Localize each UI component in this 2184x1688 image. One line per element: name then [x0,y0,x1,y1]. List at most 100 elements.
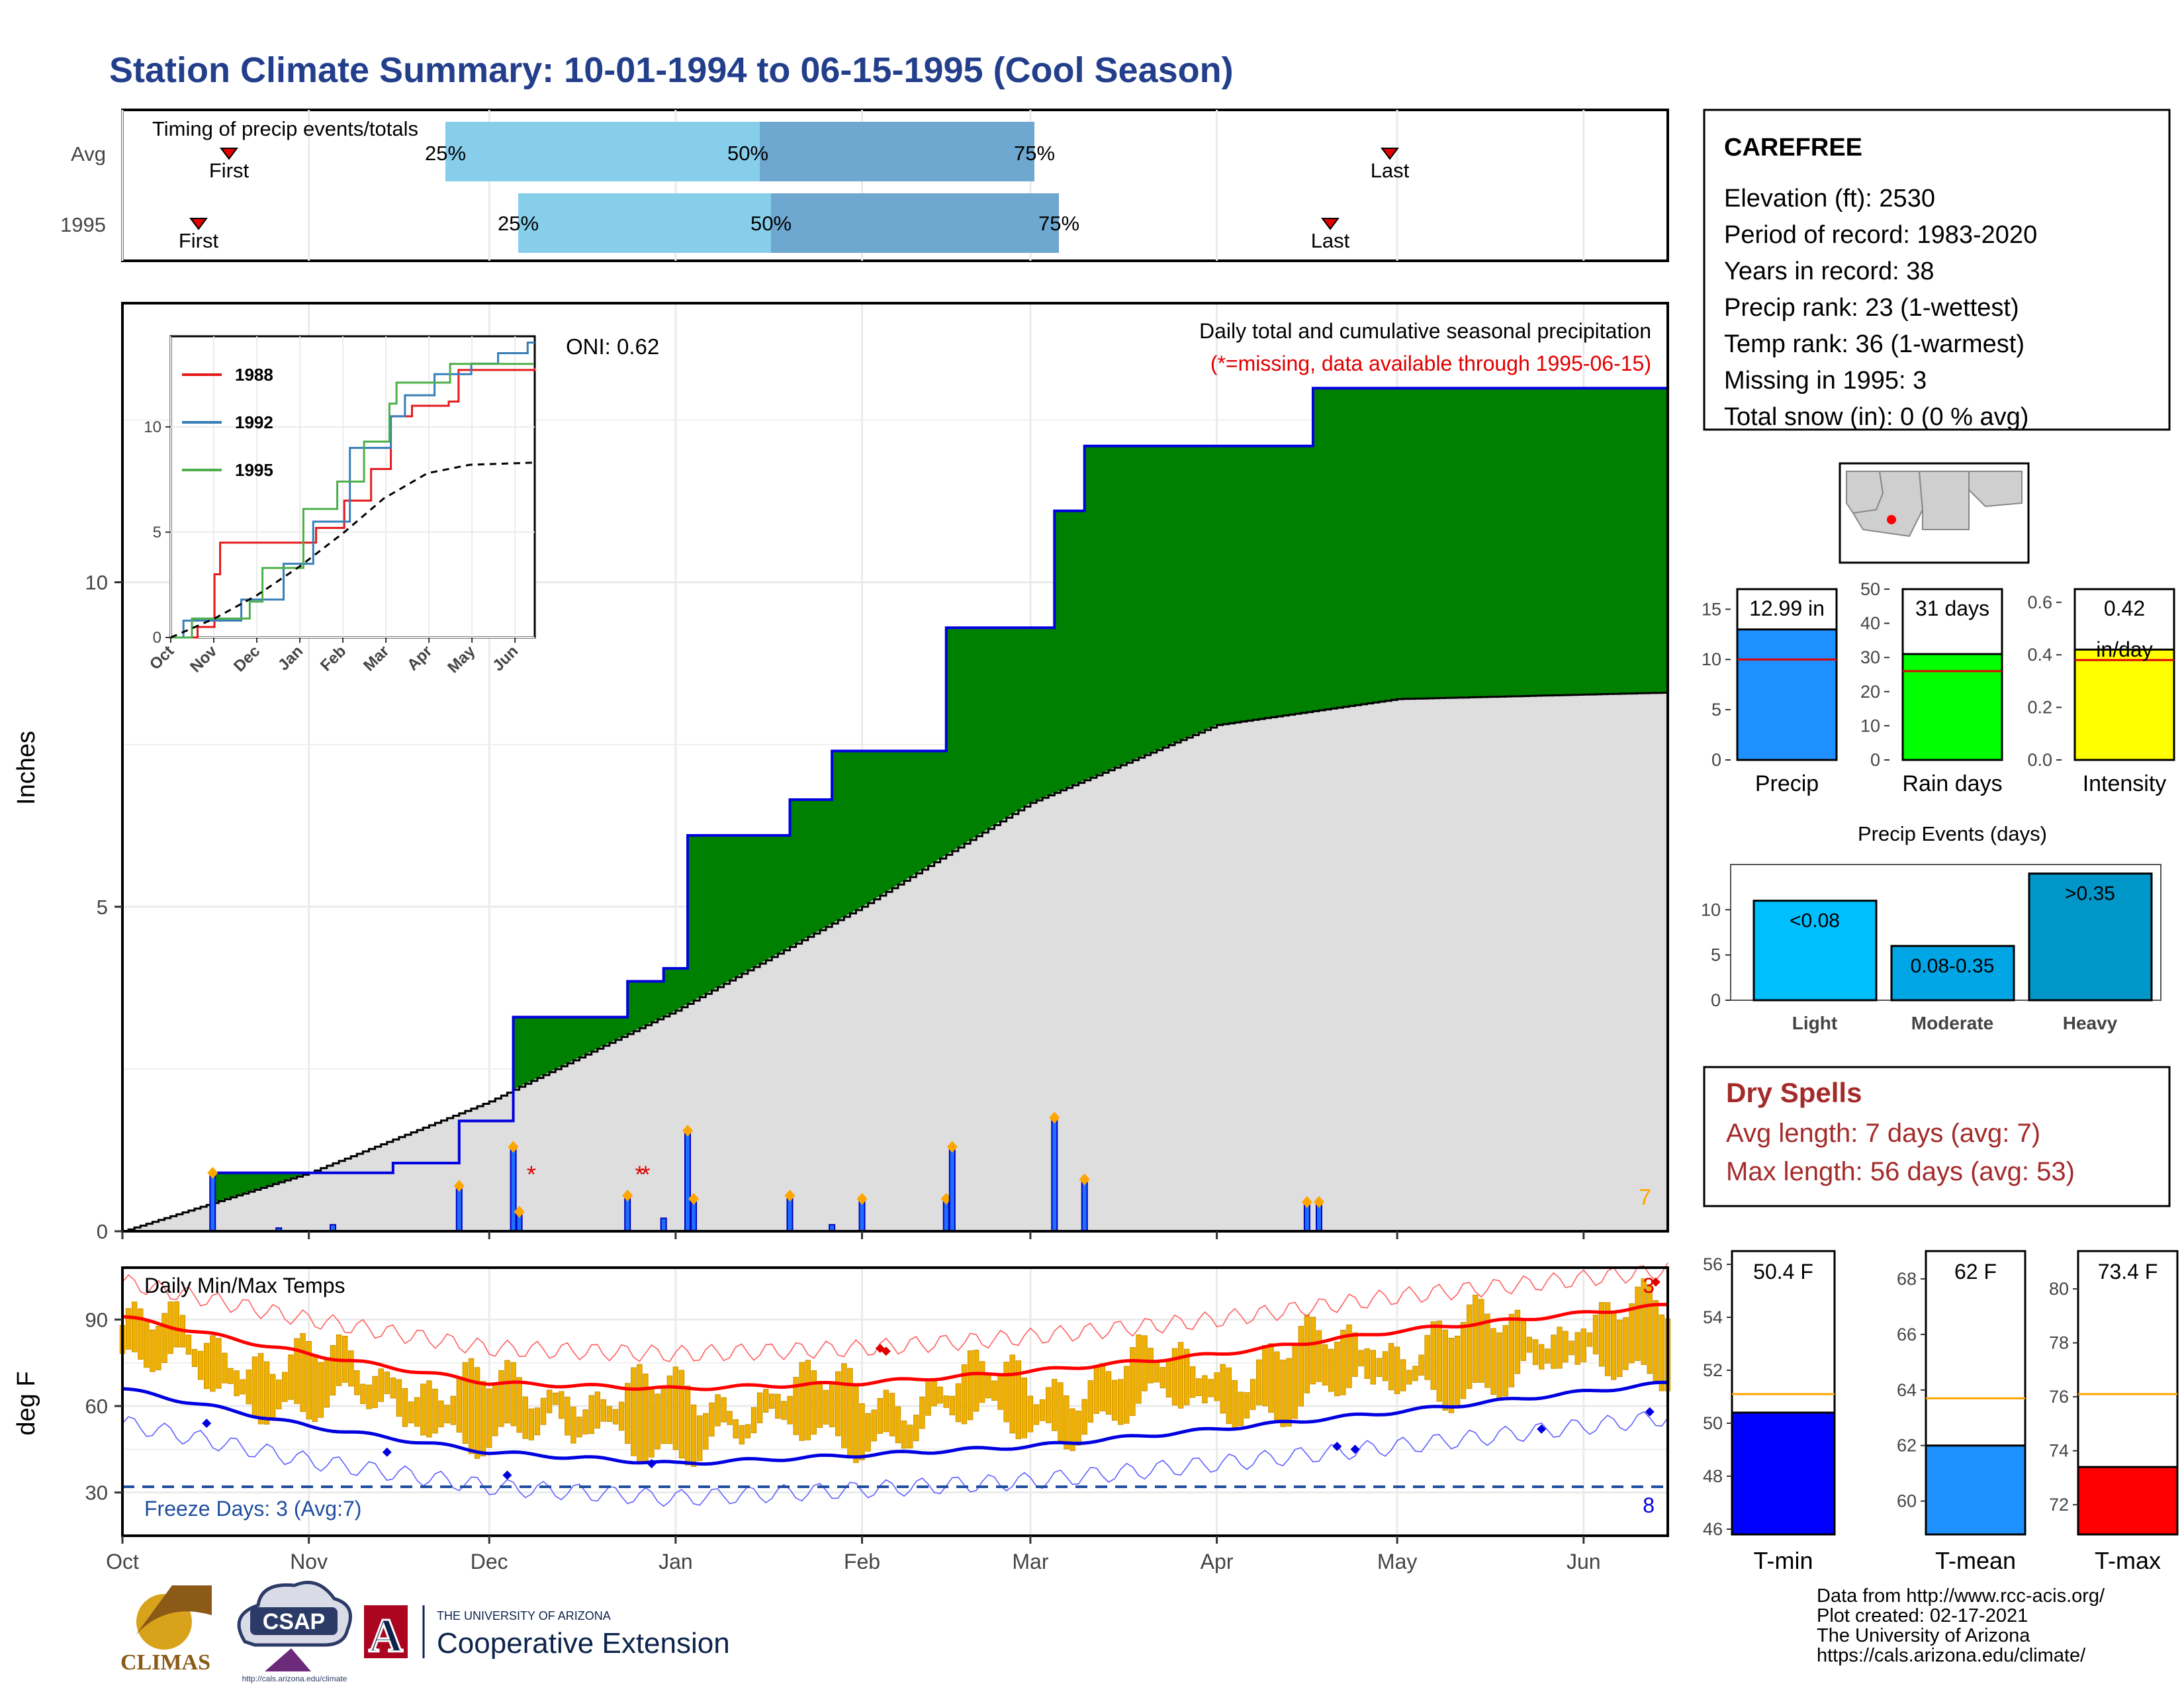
daily-temp-bar [257,1353,264,1425]
daily-temp-bar [1448,1338,1455,1413]
heavy-event-marker [1049,1111,1060,1124]
temp-extreme-markers [202,1277,1661,1480]
dry-spells: Dry Spells Avg length: 7 days (avg: 7) M… [1703,1066,2171,1207]
daily-temp-bar [161,1313,167,1363]
daily-temp-bar [396,1379,402,1417]
daily-precip-bar [455,1185,463,1233]
timing-label: Timing of precip events/totals [152,117,418,140]
daily-temp-bar [1154,1362,1160,1383]
daily-temp-bar [144,1321,150,1368]
daily-precip-bar [209,1172,216,1233]
daily-temp-bar [576,1417,582,1438]
temp-bar-tick-label: 78 [2049,1333,2069,1353]
y1995-p75-label: 75% [1038,212,1079,235]
month-label: Feb [844,1550,880,1573]
timing-row-1995-label: 1995 [60,213,106,236]
daily-temp-bar [197,1350,204,1380]
event-bar-light [1752,900,1878,1002]
ua-letter: A [369,1609,403,1662]
precip-ytick-label: 5 [97,896,108,919]
daily-temp-bar [907,1425,913,1449]
heavy-event-marker [784,1190,796,1202]
daily-temp-bar [1280,1360,1286,1427]
mini-bar-label: Precip [1755,771,1819,796]
temp-bar-tick-label: 48 [1703,1466,1723,1486]
daily-temp-bar [1598,1301,1605,1367]
daily-temp-bar [240,1379,246,1395]
temp-bar-tick-label: 80 [2049,1279,2069,1299]
daily-temp-bar [823,1389,829,1425]
station-elevation: Elevation (ft): 2530 [1724,185,1935,212]
daily-temp-bar [1286,1358,1292,1427]
mini-bar-2 [2073,648,2175,761]
daily-temp-bar [1310,1317,1316,1385]
temp-summary-bars: 46 48 50 52 54 56 50.4 F T-min 60 62 64 66 68 62 F T-m… [1703,1250,2179,1574]
daily-temp-bar [1388,1342,1394,1391]
daily-temp-bar [799,1362,805,1441]
average-cumulative-area [122,692,1668,1231]
inset-ytick-label: 5 [153,524,161,541]
inset-legend: 1988 1992 1995 [182,365,273,480]
record-low-marker [1332,1442,1342,1451]
dry-spells-frame [1703,1066,2171,1207]
temp-bar-tick-label: 56 [1703,1254,1723,1274]
daily-temp-bar [1436,1321,1442,1402]
daily-temp-bar [835,1371,841,1436]
daily-temp-bar [847,1368,853,1459]
mini-bar-tick-label: 0.4 [2027,645,2052,665]
average-cumulative-line [122,692,1669,1233]
daily-temp-bar [1496,1332,1502,1399]
daily-temp-bar [925,1382,931,1416]
daily-temp-bar [1508,1313,1514,1387]
temp-frame [121,1266,1669,1537]
daily-temp-bar [546,1389,553,1413]
daily-temp-bar [1105,1371,1112,1415]
daily-temp-bar [131,1301,138,1352]
daily-temp-bar [300,1333,306,1412]
temp-bar-tick-label: 74 [2049,1441,2069,1461]
daily-temp-bar [1532,1339,1539,1366]
daily-temp-bar [1130,1347,1136,1416]
daily-temp-bar [432,1388,438,1434]
daily-temp-bar [1514,1309,1521,1374]
temp-bar-1 [1925,1444,2026,1536]
daily-temp-bar [1093,1365,1100,1414]
station-missing: Missing in 1995: 3 [1724,367,1927,395]
mini-bar-label: Intensity [2083,771,2167,796]
daily-temp-bar [565,1396,570,1436]
daily-temp-bar [684,1385,691,1466]
oni-label: ONI: 0.62 [566,334,659,359]
daily-temp-bar [1580,1329,1586,1362]
daily-precip-bar [510,1146,517,1232]
station-name: CAREFREE [1724,134,1862,162]
csap-logo: CSAP http://cals.arizona.edu/climate [237,1581,352,1683]
daily-temp-bar [498,1370,504,1427]
daily-temp-bar [222,1352,228,1383]
temp-bar-label: T-max [2095,1547,2161,1574]
daily-temp-bar [1069,1408,1075,1452]
daily-temp-bar [263,1361,270,1425]
avg-p75-label: 75% [1014,142,1055,165]
temp-ylabel: deg F [13,1371,40,1435]
daily-temp-bar [733,1419,739,1439]
daily-temp-bar [1358,1350,1364,1366]
precip-frame [121,302,1669,1233]
daily-temp-bar [703,1413,709,1450]
daily-temp-bar [570,1406,576,1444]
daily-temp-bar [660,1388,666,1444]
daily-temp-bar [1021,1377,1027,1438]
daily-temp-bar [216,1338,222,1389]
daily-temp-bar [1412,1366,1418,1382]
daily-temp-bar [781,1401,787,1420]
event-category-label: Heavy [2063,1013,2118,1033]
daily-temp-bar [678,1370,685,1459]
daily-temp-bar [1442,1329,1448,1411]
daily-temp-bar [769,1393,775,1409]
daily-temp-bar [901,1420,907,1449]
month-label: Nov [290,1550,328,1573]
daily-temp-bar [588,1395,594,1434]
inset-line-1992 [171,342,535,639]
daily-temp-bar [540,1397,547,1425]
daily-temp-bar [811,1370,817,1435]
daily-temp-bar [150,1329,156,1372]
